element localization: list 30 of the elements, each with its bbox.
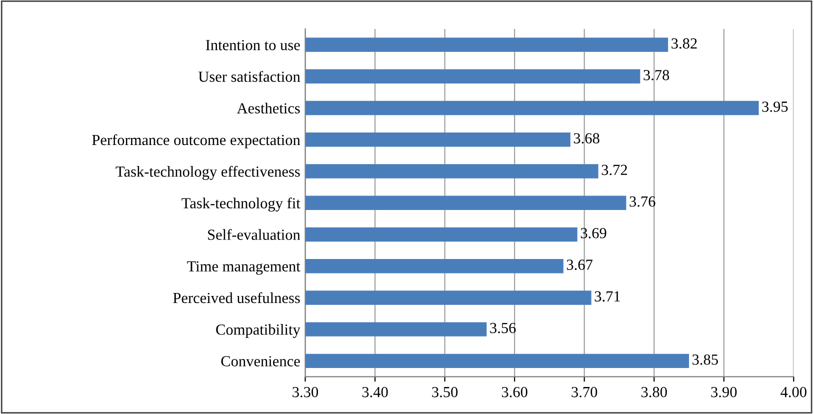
y-tick-label: Performance outcome expectation — [92, 134, 300, 148]
y-tick-label: Time management — [187, 261, 300, 275]
data-label: 3.68 — [574, 133, 600, 144]
data-label: 3.69 — [580, 228, 606, 238]
data-label: 3.76 — [630, 196, 656, 207]
x-tick-label: 3.90 — [711, 386, 737, 398]
y-tick-label: Perceived usefulness — [173, 292, 300, 304]
x-tick-label: 3.50 — [432, 386, 458, 398]
x-tick-label: 4.00 — [780, 386, 806, 398]
y-tick-label: Task-technology fit — [182, 197, 300, 212]
data-label: 3.85 — [692, 354, 718, 365]
y-tick-label: Self-evaluation — [208, 229, 300, 240]
data-label: 3.71 — [594, 291, 620, 302]
data-label: 3.82 — [672, 38, 697, 49]
y-tick-label: Task-technology effectiveness — [116, 166, 300, 180]
data-label: 3.72 — [602, 164, 627, 176]
data-label: 3.78 — [644, 70, 670, 80]
x-tick-label: 3.80 — [641, 386, 667, 398]
data-label: 3.67 — [566, 260, 592, 270]
y-tick-label: Compatibility — [216, 324, 300, 338]
y-tick-label: User satisfaction — [198, 70, 300, 82]
x-tick-label: 3.40 — [362, 386, 388, 398]
x-tick-label: 3.70 — [572, 386, 598, 398]
y-tick-label: Aesthetics — [236, 102, 300, 114]
x-tick-label: 3.60 — [502, 386, 528, 398]
data-label: 3.56 — [490, 322, 516, 334]
x-tick-label: 3.30 — [292, 386, 318, 398]
y-tick-label: Intention to use — [206, 40, 300, 50]
y-tick-label: Convenience — [221, 356, 300, 366]
data-label: 3.95 — [762, 102, 788, 112]
